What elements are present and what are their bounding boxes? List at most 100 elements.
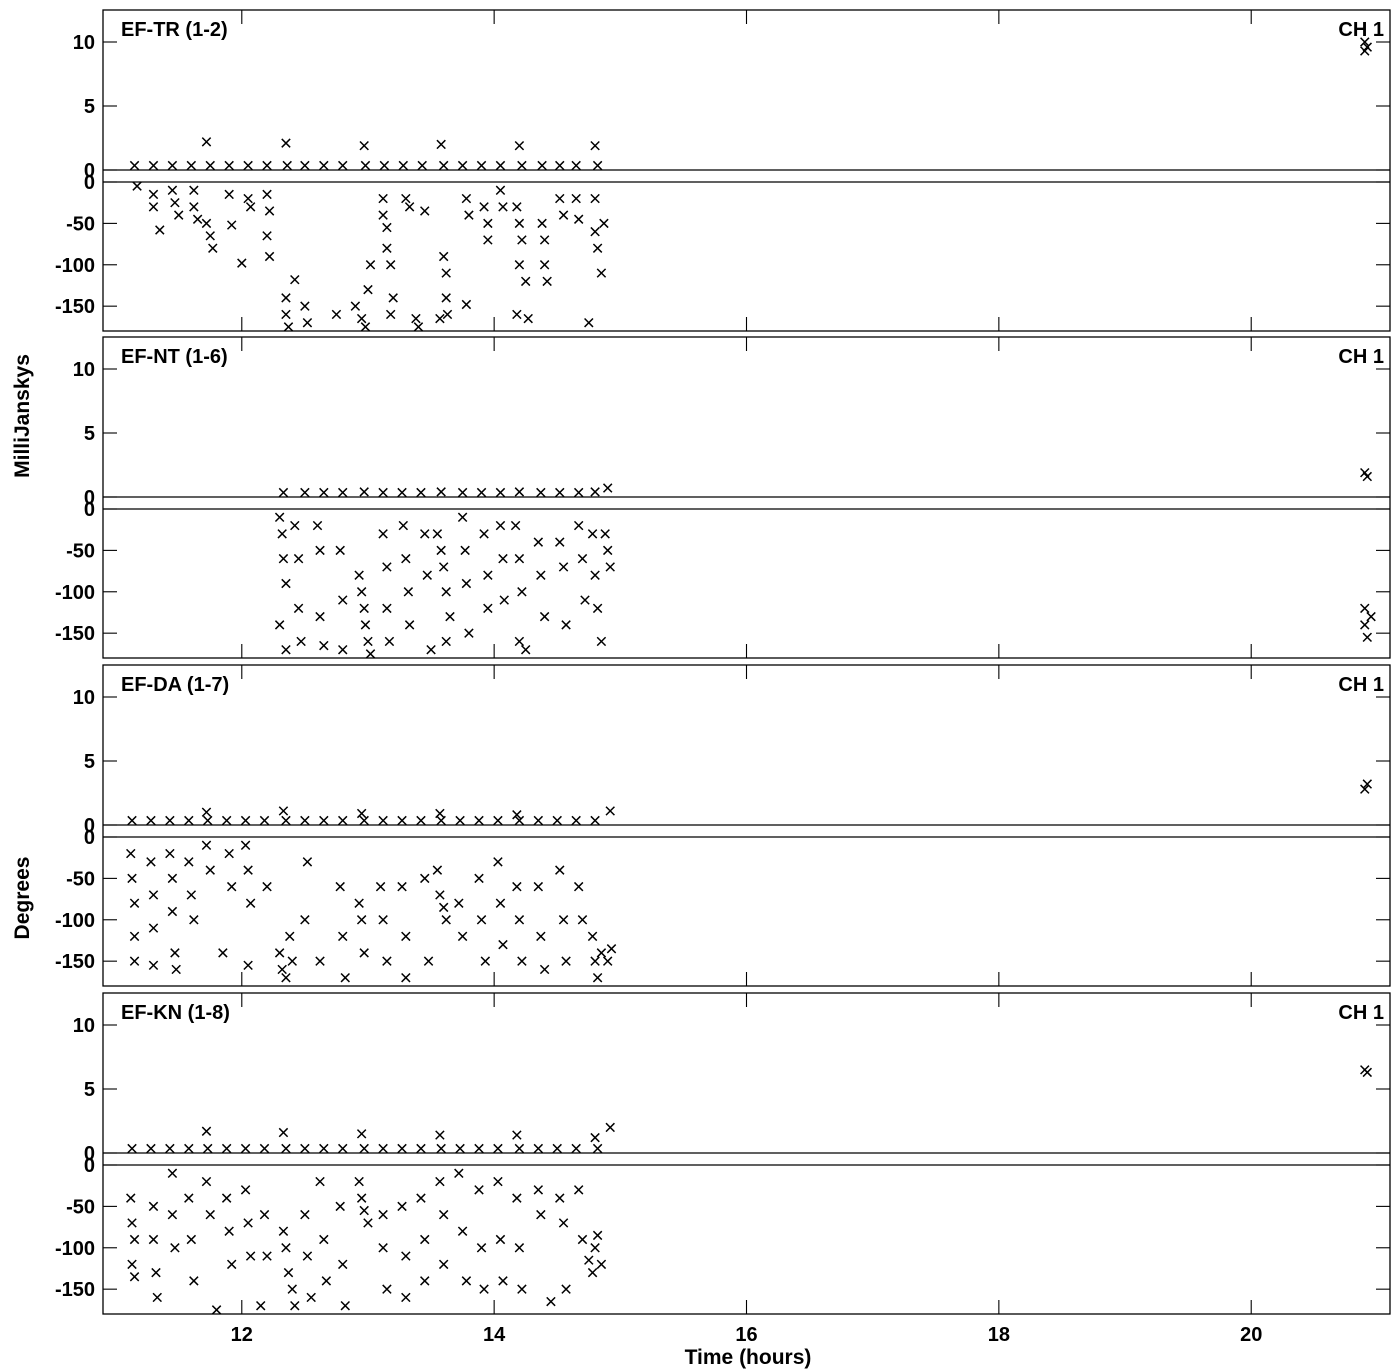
phase-point <box>580 595 590 605</box>
phase-point <box>457 512 468 523</box>
phase-point <box>335 881 345 892</box>
amplitude-point <box>457 160 468 171</box>
amplitude-tick-label: 10 <box>73 1015 95 1037</box>
phase-point <box>514 553 525 564</box>
phase-point <box>170 1243 180 1253</box>
phase-point <box>315 611 325 622</box>
amplitude-point <box>338 1143 348 1154</box>
phase-point <box>517 956 527 966</box>
amplitude-point <box>356 1129 367 1139</box>
y-axis-title-phase: Degrees <box>11 857 34 940</box>
phase-point <box>512 309 522 320</box>
phase-point <box>590 1243 600 1253</box>
channel-label: CH 1 <box>1338 346 1384 368</box>
amplitude-point <box>493 815 503 826</box>
phase-point <box>360 620 371 630</box>
phase-point <box>561 956 571 966</box>
phase-point <box>514 636 525 647</box>
amplitude-point <box>571 160 581 171</box>
phase-point <box>129 1272 140 1282</box>
amplitude-point <box>416 487 426 498</box>
phase-point <box>243 1218 253 1228</box>
amplitude-point <box>201 807 212 817</box>
phase-point <box>495 185 506 196</box>
phase-point <box>533 881 544 892</box>
phase-point <box>546 1296 556 1307</box>
phase-point <box>226 220 237 230</box>
amplitude-tick-label: 0 <box>84 160 95 182</box>
amplitude-point <box>300 487 310 498</box>
phase-point <box>148 923 159 933</box>
phase-point <box>338 644 348 655</box>
phase-point <box>480 956 491 966</box>
phase-point <box>262 231 272 241</box>
amplitude-point <box>436 487 446 497</box>
phase-point <box>189 202 199 212</box>
phase-point <box>435 1176 445 1187</box>
phase-point <box>493 1176 503 1187</box>
amplitude-point <box>184 1143 194 1154</box>
phase-point <box>302 1251 313 1261</box>
amplitude-point <box>165 815 175 826</box>
phase-point <box>259 1209 270 1220</box>
phase-point <box>606 944 617 954</box>
phase-point <box>397 1201 407 1212</box>
phase-point <box>483 570 493 580</box>
amplitude-point <box>533 1143 544 1154</box>
amplitude-point <box>186 160 197 171</box>
phase-point <box>590 956 600 966</box>
phase-point <box>356 915 367 925</box>
phase-point <box>287 1284 297 1294</box>
amplitude-point <box>493 1143 503 1154</box>
phase-tick-label: -150 <box>55 1279 95 1301</box>
baseline-label: EF-KN (1-8) <box>121 1002 230 1024</box>
phase-point <box>420 206 430 216</box>
channel-label: CH 1 <box>1338 1002 1384 1024</box>
phase-point <box>264 251 275 262</box>
phase-point <box>340 1300 350 1311</box>
phase-point <box>602 545 613 556</box>
phase-point <box>226 881 237 892</box>
phase-point <box>205 1209 215 1220</box>
baseline-label: EF-DA (1-7) <box>121 674 229 696</box>
phase-point <box>422 570 433 580</box>
phase-point <box>319 640 329 651</box>
amplitude-point <box>1362 779 1373 789</box>
amplitude-point <box>512 810 522 820</box>
phase-tick-label: 0 <box>84 499 95 521</box>
phase-point <box>224 848 234 859</box>
phase-point <box>126 1193 136 1203</box>
phase-point <box>542 276 552 287</box>
phase-point <box>300 301 310 311</box>
amplitude-point <box>201 137 212 147</box>
phase-point <box>192 214 203 224</box>
phase-point <box>401 1251 411 1261</box>
phase-point <box>536 570 546 580</box>
phase-point <box>338 595 348 605</box>
phase-point <box>558 210 569 220</box>
phase-point <box>479 529 489 539</box>
x-tick-label: 14 <box>483 1324 506 1346</box>
phase-point <box>205 231 215 241</box>
phase-point <box>148 960 159 971</box>
phase-point <box>382 562 392 572</box>
amplitude-point <box>167 160 178 171</box>
phase-point <box>464 210 474 220</box>
amplitude-point <box>262 160 272 171</box>
phase-point <box>483 603 493 614</box>
phase-point <box>404 620 415 630</box>
phase-tick-label: -100 <box>55 255 95 277</box>
amplitude-point <box>359 487 369 497</box>
phase-point <box>274 620 285 630</box>
phase-point <box>596 636 607 647</box>
phase-point <box>600 529 610 539</box>
phase-point <box>539 611 550 622</box>
phase-point <box>512 202 522 212</box>
panel-4: 0 5 10 -150 -100 -50 0 EF-KN (1-8) CH 1 <box>55 992 1391 1315</box>
amplitude-point <box>221 1143 232 1154</box>
amplitude-point <box>397 815 407 826</box>
x-tick-label: 16 <box>735 1324 757 1346</box>
phase-point <box>420 529 430 539</box>
phase-point <box>1360 603 1370 614</box>
